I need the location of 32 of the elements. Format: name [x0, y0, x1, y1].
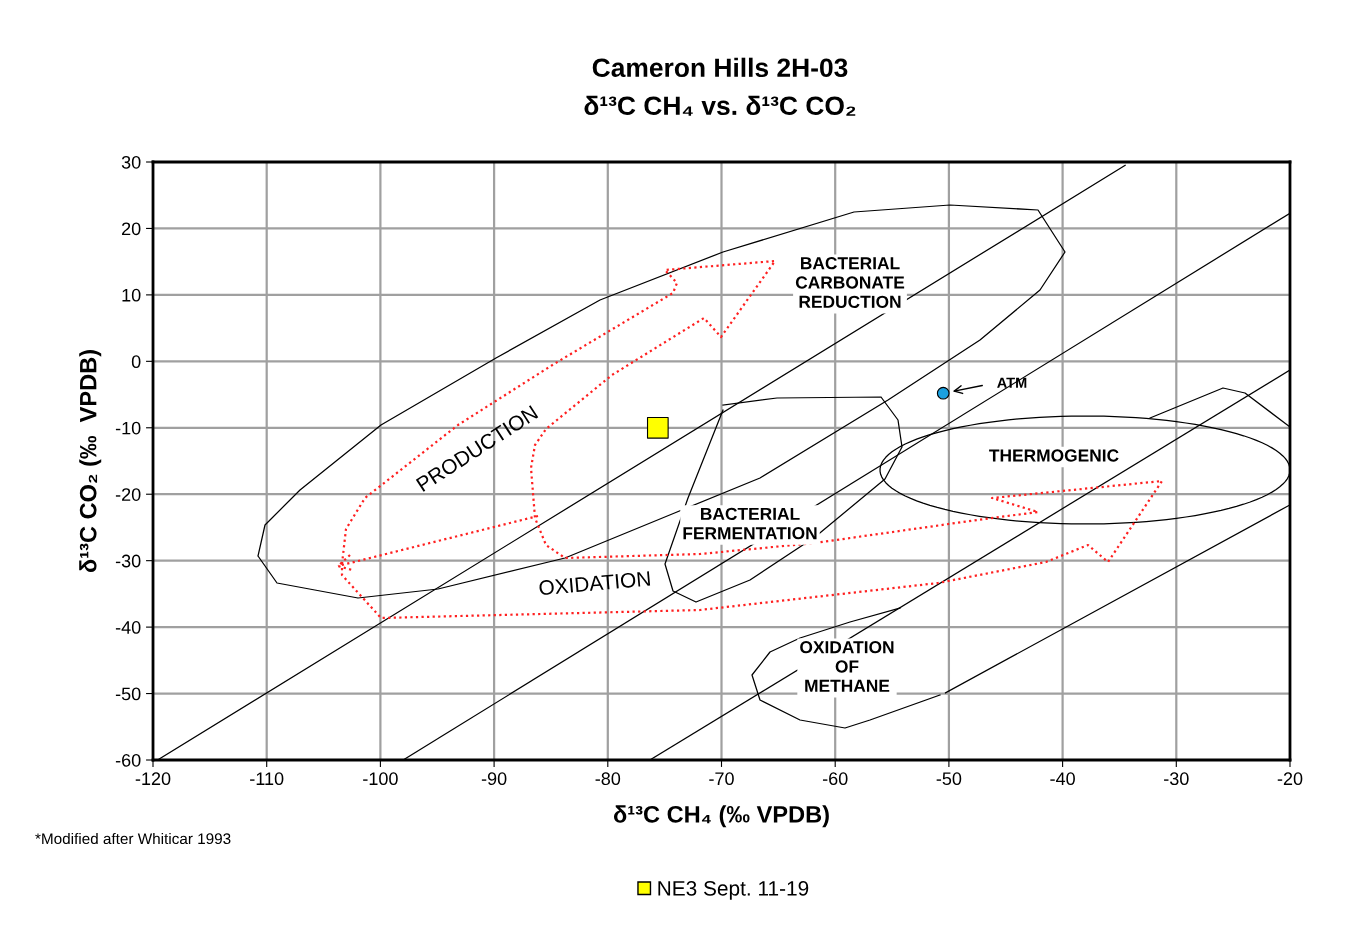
- x-tick-label: -50: [936, 772, 962, 786]
- y-tick-label: -20: [115, 488, 141, 501]
- annotation: OXIDATION OF METHANE: [800, 641, 894, 692]
- x-tick-label: -90: [481, 772, 507, 786]
- annotation: THERMOGENIC: [989, 449, 1119, 462]
- x-tick-label: -40: [1050, 772, 1075, 786]
- y-tick-label: 0: [131, 355, 141, 369]
- y-tick-label: 10: [122, 288, 141, 302]
- y-axis-title: δ¹³C CO₂ (‰ VPDB): [79, 350, 102, 573]
- y-tick-label: 30: [121, 155, 141, 169]
- annotation: BACTERIAL CARBONATE REDUCTION: [795, 257, 905, 308]
- legend-label: NE3 Sept. 11-19: [658, 880, 809, 900]
- annotation: OXIDATION: [538, 571, 651, 596]
- y-tick-label: 20: [122, 222, 141, 236]
- x-tick-label: -120: [135, 772, 171, 786]
- y-tick-label: -60: [115, 753, 141, 767]
- chart-subtitle: δ¹³C CH₄ vs. δ¹³C CO₂: [584, 95, 856, 116]
- chart-title: Cameron Hills 2H-03: [592, 57, 848, 78]
- y-tick-label: -40: [115, 621, 141, 634]
- x-tick-label: -20: [1277, 772, 1303, 786]
- x-tick-label: -100: [363, 772, 398, 786]
- x-tick-label: -110: [250, 772, 284, 786]
- annotation: BACTERIAL FERMENTATION: [683, 507, 817, 540]
- x-axis-title: δ¹³C CH₄ (‰ VPDB): [613, 805, 829, 828]
- x-tick-label: -80: [595, 772, 621, 786]
- x-tick-label: -60: [822, 772, 848, 786]
- x-tick-label: -70: [709, 772, 734, 786]
- x-tick-label: -30: [1164, 772, 1189, 786]
- y-tick-label: -30: [115, 554, 141, 568]
- y-tick-label: -50: [115, 687, 141, 701]
- text: *Modified after Whiticar 1993: [35, 832, 231, 845]
- y-tick-label: -10: [115, 421, 141, 435]
